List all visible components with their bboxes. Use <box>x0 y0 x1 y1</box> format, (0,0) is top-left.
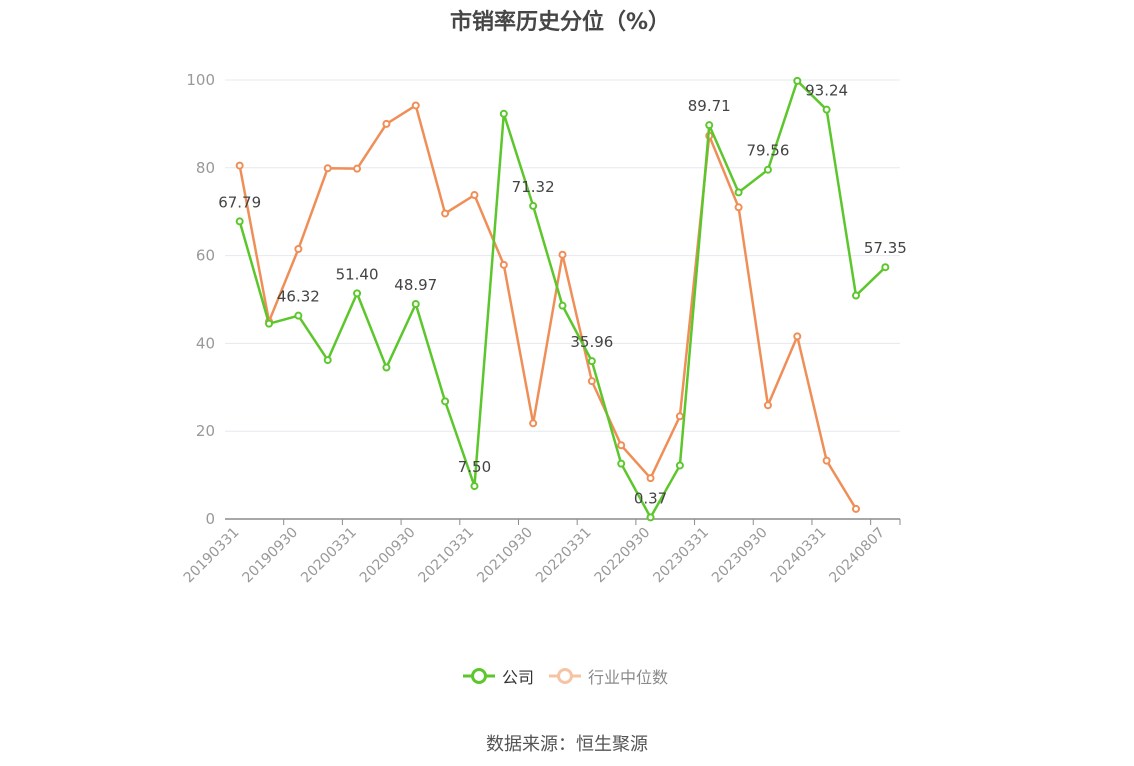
data-label: 48.97 <box>394 276 437 294</box>
data-point-company <box>822 105 831 114</box>
data-label: 46.32 <box>277 288 320 306</box>
data-point-industry <box>822 456 831 465</box>
x-tick-label: 20220930 <box>592 525 654 587</box>
data-point-industry <box>734 203 743 212</box>
data-point-industry <box>558 250 567 259</box>
data-point-industry <box>294 245 303 254</box>
data-point-company <box>235 217 244 226</box>
data-label: 93.24 <box>805 82 848 100</box>
data-point-company <box>793 76 802 85</box>
data-point-company <box>529 201 538 210</box>
data-point-company <box>705 121 714 130</box>
data-point-industry <box>470 191 479 200</box>
x-tick-label: 20230331 <box>650 525 712 587</box>
data-point-company <box>587 357 596 366</box>
x-tick-label: 20220331 <box>533 525 595 587</box>
data-label: 67.79 <box>218 193 261 211</box>
data-point-company <box>675 461 684 470</box>
x-tick-label: 20240331 <box>768 525 830 587</box>
data-point-company <box>558 301 567 310</box>
data-point-company <box>265 319 274 328</box>
x-tick-label: 20230930 <box>709 525 771 587</box>
data-point-industry <box>763 401 772 410</box>
data-point-company <box>646 513 655 522</box>
data-point-company <box>441 397 450 406</box>
data-point-industry <box>675 412 684 421</box>
x-tick-label: 20210331 <box>416 525 478 587</box>
source-note: 数据来源：恒生聚源 <box>486 734 648 755</box>
data-labels: 67.79 46.32 51.40 48.97 7.50 71.32 35.96 0.37 89… <box>218 82 907 508</box>
data-label: 89.71 <box>688 97 731 115</box>
y-tick-label: 20 <box>196 422 215 440</box>
legend-item-company[interactable]: 公司 <box>462 664 534 688</box>
data-point-company <box>382 363 391 372</box>
data-label: 7.50 <box>458 458 491 476</box>
data-label: 57.35 <box>864 239 907 257</box>
data-point-industry <box>529 419 538 428</box>
x-tick-label: 20190331 <box>181 525 243 587</box>
data-point-company <box>881 263 890 272</box>
legend: 公司 行业中位数 <box>462 664 682 688</box>
data-point-industry <box>353 164 362 173</box>
legend-company-marker-icon <box>463 668 495 684</box>
data-point-industry <box>382 119 391 128</box>
x-tick-label: 20210930 <box>474 525 536 587</box>
legend-item-industry[interactable]: 行业中位数 <box>548 664 668 688</box>
y-tick-label: 80 <box>196 159 215 177</box>
data-point-company <box>470 482 479 491</box>
data-point-industry <box>235 161 244 170</box>
data-point-company <box>617 459 626 468</box>
data-label: 35.96 <box>570 333 613 351</box>
data-point-company <box>763 165 772 174</box>
data-point-company <box>411 300 420 309</box>
data-point-industry <box>646 474 655 483</box>
data-point-company <box>353 289 362 298</box>
chart-title: 市销率历史分位（%） <box>449 10 671 35</box>
data-point-industry <box>323 164 332 173</box>
x-tick-label: 20190930 <box>239 525 301 587</box>
series-line-industry <box>238 104 858 510</box>
data-label: 0.37 <box>634 489 667 507</box>
legend-company-label: 公司 <box>502 668 535 687</box>
axes: 0 20 40 60 80 100 2019033120190930202003312020… <box>181 71 901 587</box>
legend-industry-marker-icon <box>549 668 582 684</box>
data-point-industry <box>441 209 450 218</box>
data-label: 79.56 <box>746 142 789 160</box>
y-tick-label: 0 <box>205 510 215 528</box>
x-tick-label: 20240807 <box>826 525 888 587</box>
x-tick-label: 20200930 <box>357 525 419 587</box>
data-point-company <box>499 109 508 118</box>
legend-industry-label: 行业中位数 <box>588 668 669 687</box>
data-point-company <box>323 356 332 365</box>
x-tick-label: 20200331 <box>298 525 360 587</box>
data-point-industry <box>587 377 596 386</box>
data-point-company <box>851 291 860 300</box>
data-label: 51.40 <box>336 265 379 283</box>
data-point-industry <box>851 504 860 513</box>
data-point-company <box>734 188 743 197</box>
data-point-company <box>294 311 303 320</box>
data-point-industry <box>617 441 626 450</box>
series <box>235 76 890 522</box>
data-point-industry <box>793 332 802 341</box>
y-tick-label: 60 <box>196 247 215 265</box>
data-label: 71.32 <box>512 178 555 196</box>
y-tick-label: 40 <box>196 334 215 352</box>
data-point-industry <box>499 260 508 269</box>
data-point-industry <box>411 101 420 110</box>
y-tick-label: 100 <box>186 71 215 89</box>
